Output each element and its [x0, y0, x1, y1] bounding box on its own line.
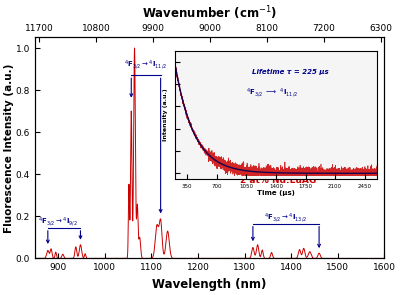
Text: $^4$F$_{3/2}$$\rightarrow$$^4$I$_{9/2}$: $^4$F$_{3/2}$$\rightarrow$$^4$I$_{9/2}$ [38, 215, 78, 228]
Text: $^4$F$_{3/2}$$\rightarrow$$^4$I$_{11/2}$: $^4$F$_{3/2}$$\rightarrow$$^4$I$_{11/2}$ [124, 58, 167, 71]
Y-axis label: Fluorescence Intensity (a.u.): Fluorescence Intensity (a.u.) [4, 63, 14, 233]
Text: $^4$F$_{3/2}$$\rightarrow$$^4$I$_{13/2}$: $^4$F$_{3/2}$$\rightarrow$$^4$I$_{13/2}$ [264, 211, 308, 224]
Text: 2 at% Nd:LuAG: 2 at% Nd:LuAG [240, 176, 316, 185]
X-axis label: Wavelength (nm): Wavelength (nm) [152, 278, 267, 291]
X-axis label: Wavenumber (cm$^{-1}$): Wavenumber (cm$^{-1}$) [142, 4, 277, 22]
